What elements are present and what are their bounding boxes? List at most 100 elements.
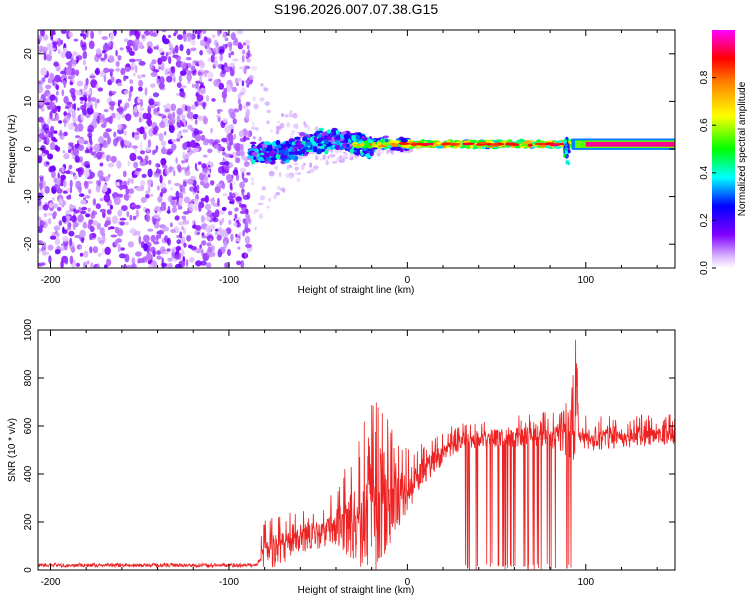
spectrogram-speckle (117, 193, 124, 198)
spectrogram-speckle (293, 163, 299, 166)
spectrogram-speckle (84, 97, 88, 102)
spectrogram-speckle (132, 263, 136, 268)
spectrogram-speckle (163, 250, 169, 255)
spectrogram-speckle (64, 114, 71, 122)
spectrogram-cell (275, 153, 281, 160)
spectrogram-speckle (164, 235, 169, 243)
spectrogram-speckle (183, 141, 188, 149)
spectrogram-speckle (136, 127, 141, 132)
spectrogram-speckle (95, 84, 99, 89)
spectrogram-speckle (38, 216, 42, 222)
spectrogram-speckle (234, 213, 238, 219)
spectrogram-speckle (253, 208, 259, 213)
spectrogram-speckle (213, 59, 218, 67)
spectrogram-speckle (67, 107, 74, 114)
spectrogram-speckle (221, 206, 227, 211)
spectrogram-speckle (233, 133, 237, 140)
spectrogram-speckle (81, 30, 85, 34)
spectrogram-hotspot (398, 142, 409, 145)
colorbar-gradient (712, 30, 735, 268)
spectrogram-speckle (100, 242, 104, 246)
spectrogram-speckle (99, 162, 104, 167)
spectrogram-cell (298, 150, 303, 156)
spectrogram-speckle (170, 66, 176, 74)
spectrogram-speckle (39, 45, 44, 51)
spectrogram-speckle (143, 126, 149, 130)
spectrogram-speckle (182, 211, 190, 215)
spectrogram-speckle (102, 184, 108, 193)
spectrogram-cell (524, 140, 532, 145)
spectrogram-cell (390, 143, 398, 148)
spectrogram-speckle (53, 61, 60, 67)
spectrogram-speckle (99, 197, 104, 202)
spectrogram-speckle (133, 106, 138, 113)
spectrogram-cell (518, 138, 525, 143)
spectrogram-speckle (99, 176, 106, 182)
spectrogram-speckle (221, 90, 227, 100)
spectrogram-speckle (65, 62, 72, 66)
spectrogram-cell (288, 154, 296, 160)
spectrogram-speckle (340, 149, 343, 154)
spectrogram-speckle (309, 162, 313, 168)
spectrogram-speckle (304, 122, 308, 129)
spectrogram-speckle (40, 152, 47, 157)
colorbar-tick-label: 0.4 (699, 165, 710, 179)
spectrogram-speckle (175, 263, 182, 268)
spectrogram-speckle (142, 112, 148, 120)
spectrogram-cell (329, 147, 336, 150)
spectrogram-speckle (180, 236, 186, 245)
spectrogram-speckle (247, 49, 251, 58)
spectrogram-cell (564, 147, 568, 151)
spectrogram-speckle (58, 120, 62, 124)
spectrogram-speckle (178, 74, 182, 83)
y-tick-label: 800 (23, 369, 34, 386)
spectrogram-speckle (75, 262, 81, 267)
spectrogram-hotspot (507, 143, 520, 146)
spectrogram-speckle (94, 100, 98, 109)
spectrogram-speckle (261, 186, 266, 191)
spectrogram-speckle (149, 62, 154, 71)
spectrogram-speckle (237, 246, 241, 250)
spectrogram-speckle (246, 44, 250, 50)
spectrogram-speckle (72, 222, 77, 231)
spectrogram-speckle (80, 210, 87, 215)
spectrogram-speckle (252, 211, 256, 215)
spectrogram-speckle (335, 158, 340, 162)
spectrogram-cell (283, 150, 289, 156)
spectrogram-speckle (39, 176, 44, 181)
spectrogram-speckle (57, 105, 61, 113)
spectrogram-speckle (63, 131, 68, 137)
spectrogram-speckle (42, 136, 47, 140)
spectrogram-speckle (190, 47, 197, 52)
spectrogram-cell (346, 143, 350, 148)
spectrogram-speckle (193, 147, 197, 153)
spectrogram-speckle (48, 49, 52, 56)
spectrogram-speckle (106, 154, 110, 162)
spectrogram-speckle (50, 34, 54, 41)
spectrogram-speckle (58, 220, 63, 227)
y-tick-label: 0 (23, 567, 34, 573)
spectrogram-speckle (117, 123, 123, 131)
spectrogram-speckle (164, 68, 169, 76)
spectrogram-speckle (245, 101, 251, 107)
spectrogram-speckle (266, 205, 270, 209)
spectrogram-speckle (305, 131, 309, 134)
x-tick-label: -100 (219, 275, 239, 286)
spectrogram-speckle (87, 124, 94, 133)
spectrogram-speckle (73, 209, 80, 214)
spectrogram-speckle (143, 243, 148, 252)
spectrogram-speckle (180, 167, 187, 171)
spectrogram-speckle (78, 193, 85, 198)
spectrogram-speckle (137, 96, 141, 104)
spectrogram-speckle (141, 35, 145, 39)
spectrogram-speckle (69, 81, 74, 86)
spectrogram-speckle (200, 39, 206, 47)
spectrogram-cell (258, 145, 263, 149)
spectrogram-speckle (87, 132, 93, 138)
spectrogram-speckle (273, 194, 277, 200)
spectrogram-speckle (194, 119, 198, 125)
spectrogram-speckle (292, 123, 299, 129)
spectrogram-speckle (259, 213, 263, 219)
spectrogram-speckle (176, 115, 181, 123)
spectrogram-speckle (66, 101, 73, 106)
